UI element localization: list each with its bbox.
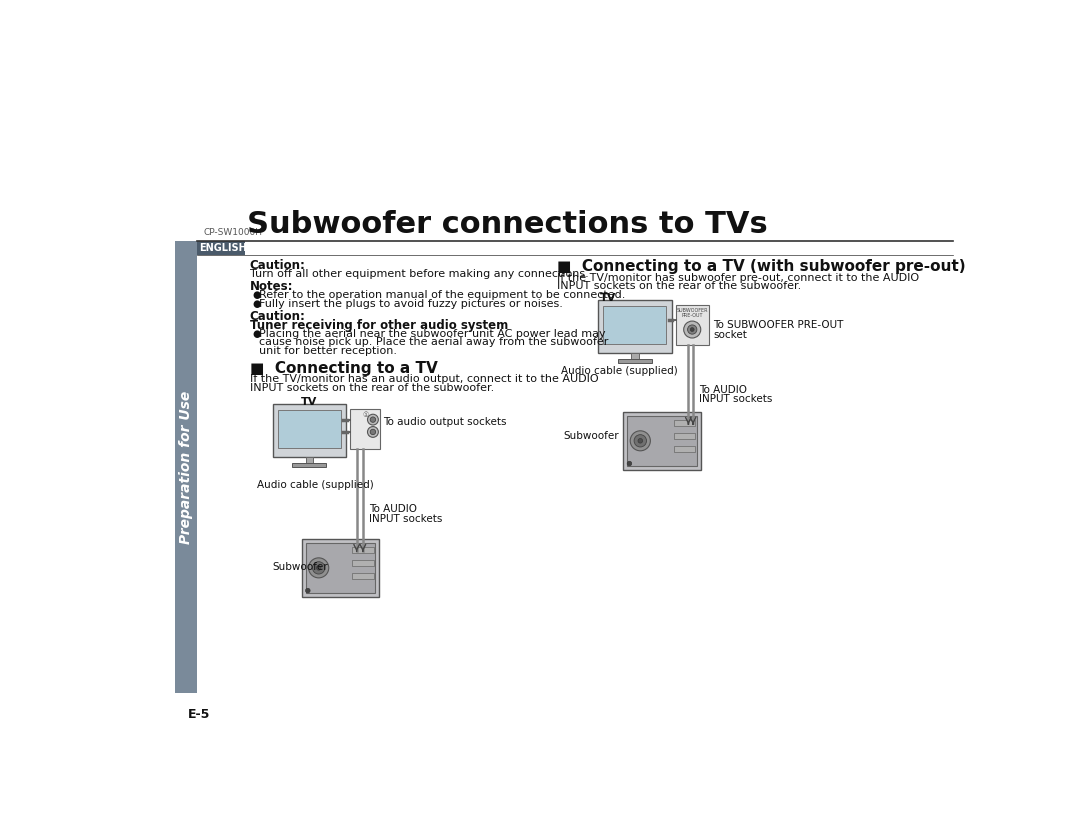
Text: Subwoofer: Subwoofer: [272, 562, 328, 572]
Circle shape: [367, 414, 378, 425]
FancyBboxPatch shape: [301, 539, 379, 597]
Text: To AUDIO: To AUDIO: [699, 385, 747, 395]
Text: Tuner receiving for other audio system: Tuner receiving for other audio system: [249, 319, 508, 332]
Text: socket: socket: [713, 329, 747, 339]
Text: cause noise pick up. Place the aerial away from the subwoofer: cause noise pick up. Place the aerial aw…: [259, 337, 608, 347]
Text: PRE-OUT: PRE-OUT: [681, 314, 703, 319]
Text: INPUT sockets: INPUT sockets: [369, 514, 443, 524]
Circle shape: [638, 439, 643, 443]
Text: ①: ①: [362, 412, 368, 418]
Circle shape: [370, 417, 376, 422]
Text: Subwoofer connections to TVs: Subwoofer connections to TVs: [247, 209, 768, 239]
Circle shape: [316, 565, 321, 570]
Text: unit for better reception.: unit for better reception.: [259, 346, 397, 356]
FancyBboxPatch shape: [631, 353, 638, 359]
Text: Caution:: Caution:: [249, 259, 306, 273]
Text: ●: ●: [252, 299, 260, 309]
Text: If the TV/monitor has an audio output, connect it to the AUDIO: If the TV/monitor has an audio output, c…: [249, 374, 598, 384]
FancyBboxPatch shape: [598, 300, 672, 353]
Text: TV: TV: [301, 396, 318, 406]
Text: Notes:: Notes:: [249, 280, 293, 294]
FancyBboxPatch shape: [604, 306, 666, 344]
Text: INPUT sockets on the rear of the subwoofer.: INPUT sockets on the rear of the subwoof…: [557, 281, 801, 291]
Text: Preparation for Use: Preparation for Use: [179, 390, 193, 544]
FancyBboxPatch shape: [618, 359, 652, 363]
FancyBboxPatch shape: [197, 241, 245, 255]
FancyBboxPatch shape: [306, 543, 375, 593]
FancyBboxPatch shape: [293, 463, 326, 466]
Circle shape: [631, 431, 650, 451]
Text: ●: ●: [252, 329, 260, 339]
Circle shape: [312, 561, 325, 574]
FancyBboxPatch shape: [350, 409, 380, 449]
FancyBboxPatch shape: [278, 409, 341, 448]
Circle shape: [627, 461, 632, 466]
Text: If the TV/monitor has subwoofer pre-out, connect it to the AUDIO: If the TV/monitor has subwoofer pre-out,…: [557, 273, 919, 283]
FancyBboxPatch shape: [352, 560, 374, 566]
Text: ■  Connecting to a TV: ■ Connecting to a TV: [249, 361, 437, 376]
Text: Fully insert the plugs to avoid fuzzy pictures or noises.: Fully insert the plugs to avoid fuzzy pi…: [259, 299, 563, 309]
FancyBboxPatch shape: [627, 416, 697, 466]
Text: Turn off all other equipment before making any connections.: Turn off all other equipment before maki…: [249, 269, 589, 279]
Text: ENGLISH: ENGLISH: [200, 243, 247, 253]
Text: To SUBWOOFER PRE-OUT: To SUBWOOFER PRE-OUT: [713, 320, 843, 330]
Text: Placing the aerial near the subwoofer unit AC power lead may: Placing the aerial near the subwoofer un…: [259, 329, 606, 339]
FancyBboxPatch shape: [623, 412, 701, 470]
Circle shape: [367, 426, 378, 437]
FancyBboxPatch shape: [674, 446, 696, 452]
Text: INPUT sockets: INPUT sockets: [699, 394, 772, 404]
Text: E-5: E-5: [188, 708, 211, 721]
Circle shape: [309, 558, 328, 578]
Text: To AUDIO: To AUDIO: [369, 505, 417, 515]
FancyBboxPatch shape: [352, 573, 374, 579]
Circle shape: [306, 588, 310, 593]
FancyBboxPatch shape: [175, 241, 197, 693]
FancyBboxPatch shape: [676, 305, 708, 345]
Text: To audio output sockets: To audio output sockets: [383, 416, 507, 426]
Circle shape: [690, 328, 694, 331]
Text: Caution:: Caution:: [249, 309, 306, 323]
Circle shape: [370, 430, 376, 435]
Text: INPUT sockets on the rear of the subwoofer.: INPUT sockets on the rear of the subwoof…: [249, 383, 494, 393]
Text: SUBWOOFER: SUBWOOFER: [676, 308, 708, 313]
Text: ●: ●: [252, 289, 260, 299]
Text: Audio cable (supplied): Audio cable (supplied): [257, 480, 374, 490]
Circle shape: [688, 325, 697, 334]
Text: ■  Connecting to a TV (with subwoofer pre-out): ■ Connecting to a TV (with subwoofer pre…: [557, 259, 966, 274]
FancyBboxPatch shape: [674, 420, 696, 426]
FancyBboxPatch shape: [352, 546, 374, 553]
Text: CP-SW1000H: CP-SW1000H: [203, 229, 262, 237]
Circle shape: [634, 435, 647, 447]
FancyBboxPatch shape: [272, 404, 347, 456]
Text: TV: TV: [599, 293, 616, 303]
Circle shape: [684, 321, 701, 338]
FancyBboxPatch shape: [674, 433, 696, 439]
Text: Subwoofer: Subwoofer: [564, 431, 619, 441]
FancyBboxPatch shape: [306, 456, 313, 463]
Text: Audio cable (supplied): Audio cable (supplied): [562, 366, 678, 376]
Text: Refer to the operation manual of the equipment to be connected.: Refer to the operation manual of the equ…: [259, 289, 625, 299]
